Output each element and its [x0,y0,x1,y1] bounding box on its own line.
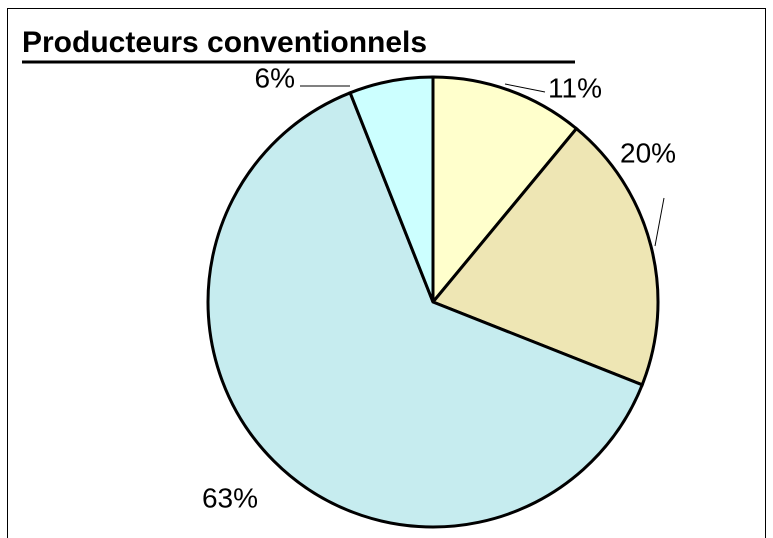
data-label: 6% [255,62,295,93]
data-label: 63% [202,482,258,513]
leader-line [504,83,546,93]
pie-slice [348,75,435,303]
data-label: 11% [548,72,602,103]
pie-slice [431,75,579,307]
chart-title: Producteurs conventionnels [22,26,427,59]
data-label: 20% [620,137,676,168]
pie-slice [206,90,645,529]
slices [206,75,660,529]
pie-slice [430,126,660,387]
leader-line [654,197,665,247]
